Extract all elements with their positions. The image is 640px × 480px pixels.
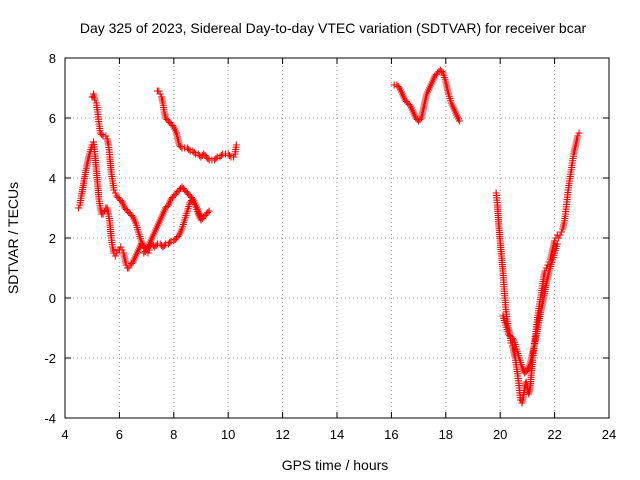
data-point <box>110 186 118 194</box>
data-point <box>111 252 119 260</box>
data-point <box>190 149 198 156</box>
data-point <box>438 68 446 75</box>
data-point <box>197 213 205 221</box>
y-tick-label: 2 <box>49 231 56 246</box>
data-point <box>230 153 238 161</box>
data-point <box>125 264 133 272</box>
data-point <box>217 152 225 159</box>
data-point <box>156 90 164 98</box>
data-point <box>177 143 185 150</box>
data-point <box>232 141 240 149</box>
series-segment-5 <box>390 66 463 125</box>
data-point <box>555 234 563 242</box>
data-point <box>556 231 564 239</box>
y-axis-label: SDTVAR / TECUs <box>5 182 21 294</box>
data-point <box>508 335 516 342</box>
data-point <box>574 132 582 140</box>
x-tick-label: 14 <box>330 427 344 442</box>
series-segment-7 <box>499 240 561 377</box>
data-point <box>557 228 565 236</box>
x-tick-label: 20 <box>493 427 507 442</box>
data-point <box>102 132 110 140</box>
y-tick-label: 0 <box>49 291 56 306</box>
x-tick-label: 24 <box>602 427 616 442</box>
data-point <box>185 146 193 153</box>
x-axis-label: GPS time / hours <box>282 457 389 473</box>
data-point <box>155 87 163 95</box>
data-points <box>75 66 583 407</box>
data-point <box>117 243 125 251</box>
x-tick-label: 10 <box>221 427 235 442</box>
data-point <box>212 155 220 162</box>
y-tick-label: 6 <box>49 111 56 126</box>
x-tick-label: 16 <box>384 427 398 442</box>
series-segment-6 <box>492 129 583 407</box>
data-point <box>575 129 583 137</box>
series-segment-3 <box>140 183 205 257</box>
y-tick-label: 8 <box>49 51 56 66</box>
data-point <box>205 207 213 215</box>
x-tick-label: 4 <box>61 427 68 442</box>
y-tick-label: -2 <box>44 351 56 366</box>
series-segment-4 <box>153 87 240 164</box>
data-point <box>118 246 126 254</box>
x-tick-label: 6 <box>116 427 123 442</box>
y-tick-label: -4 <box>44 411 56 426</box>
data-point <box>160 242 168 249</box>
data-point <box>455 117 463 125</box>
data-point <box>204 209 212 216</box>
data-point <box>111 189 119 197</box>
data-point <box>75 204 83 212</box>
data-point <box>98 131 106 138</box>
data-point <box>91 96 99 104</box>
x-tick-label: 22 <box>547 427 561 442</box>
data-point <box>226 152 234 159</box>
y-tick-label: 4 <box>49 171 56 186</box>
data-point <box>166 239 174 246</box>
series-segment-1 <box>75 138 153 272</box>
data-point <box>204 155 212 162</box>
x-tick-label: 18 <box>439 427 453 442</box>
data-point <box>553 240 561 248</box>
chart-title: Day 325 of 2023, Sidereal Day-to-day VTE… <box>80 20 587 36</box>
x-tick-label: 12 <box>275 427 289 442</box>
x-tick-label: 8 <box>170 427 177 442</box>
